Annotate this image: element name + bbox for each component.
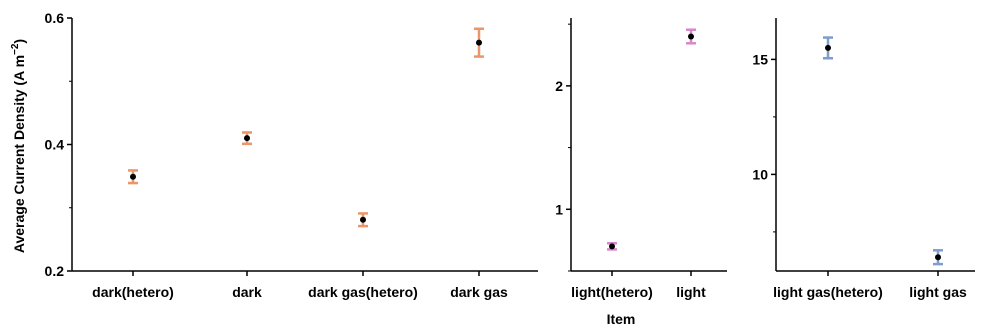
panel-3: 10 15 light gas(hetero) light gas <box>752 18 975 300</box>
y-tick-label: 1 <box>555 201 563 217</box>
x-tick-label: light gas(hetero) <box>773 284 883 300</box>
y-axis-label-close: ) <box>11 39 27 44</box>
data-point <box>609 243 615 250</box>
x-axis-label: Item <box>607 311 636 327</box>
data-point <box>935 254 941 261</box>
y-tick-label: 15 <box>752 51 768 67</box>
panel-1: 0.2 0.4 0.6 dark(hetero) dark dark gas(hetero… <box>45 10 538 300</box>
data-point <box>476 39 482 46</box>
y-tick-label: 10 <box>752 166 768 182</box>
y-tick-label: 2 <box>555 78 563 94</box>
x-tick-label: dark(hetero) <box>92 284 174 300</box>
data-point <box>825 44 831 51</box>
x-tick-label: dark gas <box>450 284 508 300</box>
x-tick-label: light <box>676 284 706 300</box>
x-tick-label: light(hetero) <box>571 284 653 300</box>
data-point <box>688 33 694 40</box>
x-tick-label: dark gas(hetero) <box>308 284 418 300</box>
x-tick-label: dark <box>232 284 262 300</box>
y-axis-label-main: Average Current Density (A m <box>11 55 27 253</box>
x-tick-label: light gas <box>909 284 967 300</box>
data-point <box>360 216 366 223</box>
panel-2: 1 2 light(hetero) light <box>555 18 727 300</box>
data-point <box>244 135 250 142</box>
y-axis-label: Average Current Density (A m−2) <box>10 39 27 253</box>
y-tick-label: 0.6 <box>45 10 65 26</box>
data-point <box>130 173 136 180</box>
y-axis-label-sup: −2 <box>10 43 21 55</box>
y-tick-label: 0.2 <box>45 263 65 279</box>
y-tick-label: 0.4 <box>45 137 65 153</box>
